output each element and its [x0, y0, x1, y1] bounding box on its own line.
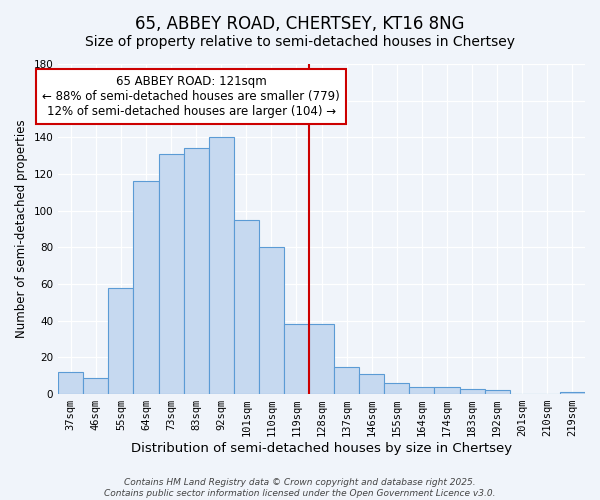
Bar — [560, 392, 585, 394]
Bar — [359, 374, 385, 394]
Y-axis label: Number of semi-detached properties: Number of semi-detached properties — [15, 120, 28, 338]
Bar — [209, 138, 234, 394]
Bar — [284, 324, 309, 394]
Bar — [58, 372, 83, 394]
Bar — [309, 324, 334, 394]
Bar — [158, 154, 184, 394]
Bar — [460, 388, 485, 394]
X-axis label: Distribution of semi-detached houses by size in Chertsey: Distribution of semi-detached houses by … — [131, 442, 512, 455]
Bar — [409, 386, 434, 394]
Bar — [109, 288, 133, 394]
Text: 65 ABBEY ROAD: 121sqm
← 88% of semi-detached houses are smaller (779)
12% of sem: 65 ABBEY ROAD: 121sqm ← 88% of semi-deta… — [42, 75, 340, 118]
Bar — [434, 386, 460, 394]
Bar — [83, 378, 109, 394]
Bar — [234, 220, 259, 394]
Text: Size of property relative to semi-detached houses in Chertsey: Size of property relative to semi-detach… — [85, 35, 515, 49]
Bar — [385, 383, 409, 394]
Bar — [334, 366, 359, 394]
Bar — [184, 148, 209, 394]
Text: Contains HM Land Registry data © Crown copyright and database right 2025.
Contai: Contains HM Land Registry data © Crown c… — [104, 478, 496, 498]
Bar — [485, 390, 510, 394]
Text: 65, ABBEY ROAD, CHERTSEY, KT16 8NG: 65, ABBEY ROAD, CHERTSEY, KT16 8NG — [135, 15, 465, 33]
Bar — [259, 248, 284, 394]
Bar — [133, 182, 158, 394]
